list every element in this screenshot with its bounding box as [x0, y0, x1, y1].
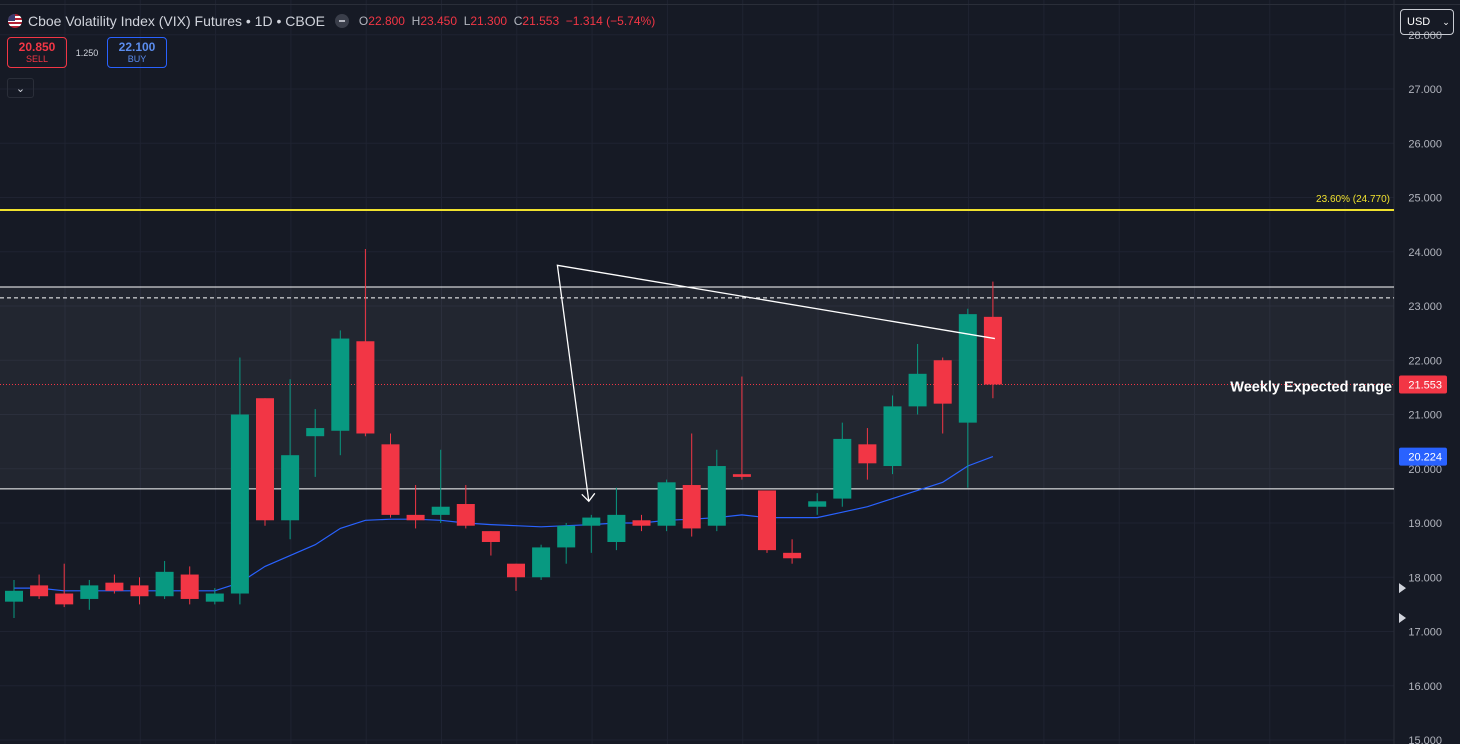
candle-body[interactable]: [858, 444, 877, 464]
chart-legend: Cboe Volatility Index (VIX) Futures • 1D…: [8, 11, 655, 31]
candle-body[interactable]: [707, 466, 726, 526]
trade-panel: 20.850 SELL 1.250 22.100 BUY: [7, 37, 167, 68]
candle-body[interactable]: [456, 504, 475, 526]
candle-body[interactable]: [180, 574, 199, 599]
y-tick-label: 18.000: [1408, 572, 1442, 584]
chevron-down-icon: ⌄: [15, 82, 26, 95]
candle-body[interactable]: [657, 482, 676, 526]
symbol-title[interactable]: Cboe Volatility Index (VIX) Futures • 1D…: [28, 13, 325, 29]
y-tick-label: 26.000: [1408, 138, 1442, 150]
candle-body[interactable]: [431, 506, 450, 515]
candle-body[interactable]: [682, 485, 701, 529]
candle-body[interactable]: [80, 585, 99, 599]
candle-body[interactable]: [783, 552, 802, 559]
fib-level-label: 23.60% (24.770): [1316, 194, 1390, 205]
sell-button[interactable]: 20.850 SELL: [7, 37, 67, 68]
candle-body[interactable]: [908, 373, 927, 407]
change-value: −1.314 (−5.74%): [565, 14, 656, 28]
y-tick-label: 21.000: [1408, 410, 1442, 422]
chevron-down-icon: ⌄: [1442, 16, 1450, 27]
y-tick-label: 24.000: [1408, 247, 1442, 259]
candle-body[interactable]: [5, 590, 23, 602]
last-price-badge-bg: [1399, 375, 1447, 394]
buy-button[interactable]: 22.100 BUY: [107, 37, 167, 68]
candle-body[interactable]: [331, 338, 350, 431]
candle-body[interactable]: [933, 360, 952, 404]
y-tick-label: 20.000: [1408, 464, 1442, 476]
candle-body[interactable]: [30, 585, 49, 597]
y-tick-label: 27.000: [1408, 84, 1442, 96]
y-tick-label: 15.000: [1408, 735, 1442, 744]
candle-body[interactable]: [55, 593, 74, 605]
y-tick-label: 28.000: [1408, 30, 1442, 42]
candle-body[interactable]: [306, 428, 325, 437]
candle-body[interactable]: [983, 316, 1002, 385]
currency-select[interactable]: USD ⌄: [1400, 9, 1454, 35]
us-flag-icon: [8, 14, 22, 28]
spread-value: 1.250: [75, 47, 99, 58]
candle-body[interactable]: [557, 525, 576, 548]
collapse-legend-button[interactable]: ⌄: [7, 78, 34, 98]
y-tick-label: 22.000: [1408, 355, 1442, 367]
hide-icon[interactable]: [334, 14, 349, 28]
expected-range-band: [0, 287, 1394, 489]
candle-body[interactable]: [205, 593, 224, 602]
projection-arrow[interactable]: [556, 264, 996, 502]
candle-body[interactable]: [833, 438, 852, 499]
candle-body[interactable]: [406, 514, 425, 521]
ma-price-badge: 20.224: [1408, 452, 1442, 464]
y-tick-label: 17.000: [1408, 627, 1442, 639]
ma-price-badge-bg: [1399, 447, 1447, 466]
candle-body[interactable]: [381, 444, 400, 515]
candle-body[interactable]: [507, 563, 525, 578]
play-arrow-icon[interactable]: [1399, 583, 1406, 594]
weekly-expected-range-label[interactable]: Weekly Expected range: [1230, 379, 1392, 395]
candle-body[interactable]: [105, 582, 124, 591]
candle-body[interactable]: [582, 517, 601, 526]
candle-body[interactable]: [758, 490, 776, 551]
candle-body[interactable]: [958, 314, 977, 423]
candle-body[interactable]: [532, 547, 551, 578]
ohlc-values: O22.800 H23.450 L21.300 C21.553 −1.314 (…: [358, 14, 656, 28]
y-tick-label: 16.000: [1408, 681, 1442, 693]
candle-body[interactable]: [356, 341, 375, 434]
candle-body[interactable]: [481, 531, 500, 542]
play-arrow-icon[interactable]: [1399, 612, 1406, 623]
candle-body[interactable]: [732, 474, 751, 477]
candle-body[interactable]: [281, 455, 300, 521]
y-tick-label: 19.000: [1408, 518, 1442, 530]
candle-body[interactable]: [632, 520, 651, 526]
candle-body[interactable]: [155, 571, 174, 597]
y-tick-label: 25.000: [1408, 193, 1442, 205]
projection-arrowhead: [581, 492, 596, 503]
y-tick-label: 23.000: [1408, 301, 1442, 313]
candle-body[interactable]: [607, 514, 626, 542]
candle-body[interactable]: [808, 501, 827, 507]
last-price-badge: 21.553: [1408, 379, 1442, 391]
candle-body[interactable]: [230, 414, 249, 594]
candle-body[interactable]: [130, 585, 149, 597]
candle-body[interactable]: [883, 406, 902, 467]
candle-body[interactable]: [256, 398, 274, 521]
moving-average-line[interactable]: [14, 456, 994, 592]
